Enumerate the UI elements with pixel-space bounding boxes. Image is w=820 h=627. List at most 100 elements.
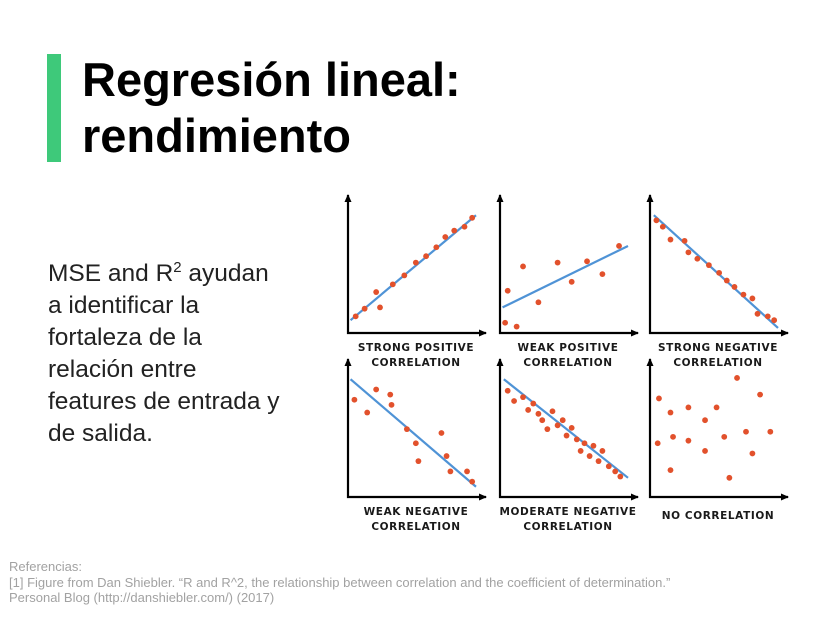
data-point — [726, 474, 733, 481]
data-point — [415, 458, 422, 465]
data-point — [656, 395, 662, 402]
data-point — [573, 436, 580, 443]
trend-line — [653, 214, 779, 329]
accent-bar — [47, 54, 61, 162]
data-point — [612, 468, 619, 475]
body-line-6: de salida. — [48, 420, 153, 447]
panel-4-axes — [346, 359, 486, 499]
data-point — [702, 448, 708, 454]
panel-5-axes — [498, 359, 638, 499]
trend-line — [502, 244, 629, 309]
x-axis-arrow — [479, 493, 487, 501]
data-point — [469, 478, 476, 485]
data-point — [433, 244, 440, 251]
y-axis-arrow — [646, 194, 654, 202]
data-point — [605, 463, 612, 470]
data-point — [721, 433, 728, 440]
panel-label: CORRELATION — [371, 521, 460, 533]
data-point — [442, 234, 449, 240]
x-axis-arrow — [781, 329, 789, 337]
panel-label: WEAK NEGATIVE — [364, 506, 469, 518]
data-point — [616, 243, 622, 249]
data-point — [716, 269, 723, 276]
scatter-panel-3: STRONG NEGATIVE CORRELATION — [646, 194, 789, 369]
data-point — [659, 223, 666, 230]
data-point — [767, 428, 774, 435]
panel-2-axes — [498, 195, 638, 335]
data-point — [401, 272, 408, 279]
scatter-panel-6: NO CORRELATION — [646, 358, 789, 522]
data-point — [423, 253, 429, 260]
trend-line — [349, 378, 477, 488]
data-point — [584, 258, 590, 265]
data-point — [740, 291, 747, 298]
y-axis-arrow — [344, 358, 352, 366]
panel-label: CORRELATION — [523, 521, 612, 533]
panel-label: CORRELATION — [673, 357, 762, 369]
data-point — [754, 310, 761, 317]
data-point — [520, 394, 526, 401]
panel-label: CORRELATION — [523, 357, 612, 369]
data-point — [685, 249, 692, 256]
slide-title: Regresión lineal: rendimiento — [82, 52, 602, 164]
data-point — [559, 417, 566, 424]
data-point — [511, 398, 517, 404]
data-point — [438, 430, 445, 436]
data-point — [771, 317, 778, 324]
panel-label: WEAK POSITIVE — [518, 342, 619, 354]
data-point — [713, 404, 720, 411]
scatter-panel-5: MODERATE NEGATIVE CORRELATION — [496, 358, 639, 533]
data-point — [412, 259, 419, 266]
data-point — [694, 255, 701, 262]
data-point — [549, 408, 556, 415]
body-line-5: features de entrada y — [48, 388, 280, 415]
data-point — [653, 217, 660, 224]
data-point — [568, 424, 575, 431]
data-point — [743, 428, 749, 435]
data-point — [654, 440, 661, 447]
data-point — [530, 400, 537, 407]
body-line-3: fortaleza de la — [48, 324, 202, 351]
data-point — [389, 281, 396, 288]
data-point — [590, 442, 597, 449]
reference-line-2: Personal Blog (http://danshiebler.com/) … — [9, 590, 275, 605]
scatter-panel-4: WEAK NEGATIVE CORRELATION — [344, 358, 487, 533]
data-point — [535, 410, 542, 417]
data-point — [544, 426, 551, 433]
body-prefix: MSE and R — [48, 260, 174, 287]
data-point — [749, 450, 756, 457]
data-point — [539, 417, 546, 424]
x-axis-arrow — [781, 493, 789, 501]
data-point — [461, 223, 468, 230]
data-point — [667, 409, 674, 416]
panel-6-axes — [648, 359, 788, 499]
data-point — [352, 313, 359, 320]
x-axis-arrow — [479, 329, 487, 337]
data-point — [373, 289, 380, 295]
data-point — [581, 440, 588, 447]
title-line-2: rendimiento — [82, 109, 351, 162]
trend-line — [503, 378, 629, 479]
body-superscript: 2 — [173, 259, 182, 276]
data-point — [403, 426, 410, 433]
data-point — [525, 407, 532, 413]
data-point — [681, 237, 688, 244]
data-point — [388, 401, 395, 408]
data-point — [443, 453, 450, 459]
data-point — [670, 433, 676, 440]
body-line-4: relación entre — [48, 356, 197, 383]
x-axis-arrow — [631, 329, 639, 337]
panel-1-axes — [346, 195, 486, 335]
data-point — [731, 284, 738, 290]
body-line-2: a identificar la — [48, 292, 200, 319]
scatter-panel-2: WEAK POSITIVE CORRELATION — [496, 194, 639, 369]
body-line-1: ayudan — [181, 260, 269, 287]
data-point — [734, 375, 740, 381]
y-axis-arrow — [646, 358, 654, 366]
data-point — [451, 227, 458, 234]
panel-3-axes — [648, 195, 788, 335]
data-point — [387, 391, 394, 398]
data-point — [586, 453, 593, 459]
data-point — [520, 263, 526, 270]
data-point — [667, 467, 674, 474]
